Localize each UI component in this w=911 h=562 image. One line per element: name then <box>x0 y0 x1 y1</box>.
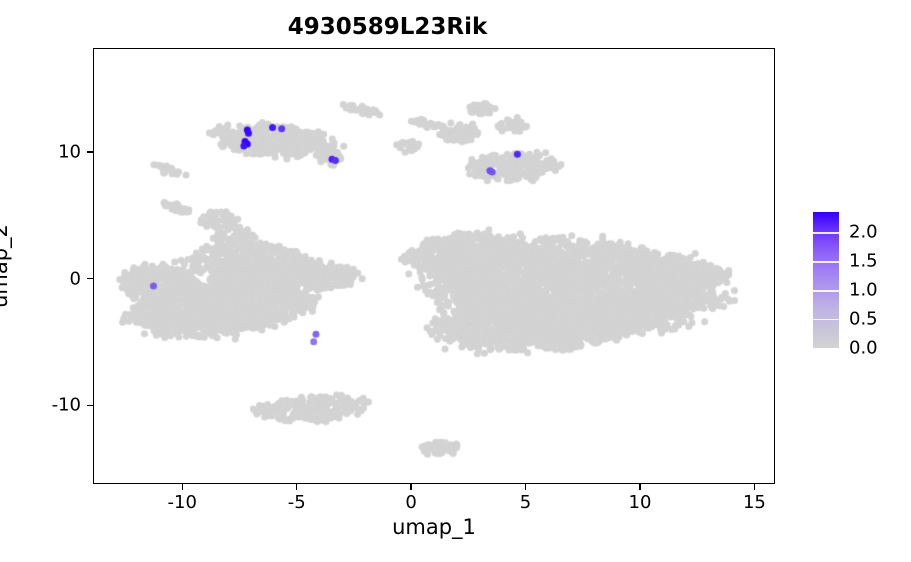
colorbar-tick-label: 0.0 <box>849 337 878 359</box>
x-tick-label: -10 <box>167 492 197 513</box>
x-tick-label: 10 <box>628 492 652 513</box>
y-tick-label: 10 <box>58 141 81 163</box>
colorbar[interactable]: 0.0 0.5 1.0 1.5 2.0 <box>813 212 911 359</box>
x-tick-mark <box>524 484 527 490</box>
colorbar-tick-label: 0.5 <box>849 308 878 330</box>
scatter-canvas <box>94 49 774 483</box>
colorbar-tick-label: 2.0 <box>849 221 878 243</box>
y-tick-mark <box>87 151 93 153</box>
colorbar-tick-label: 1.0 <box>849 279 878 301</box>
scatter-plot-area[interactable] <box>93 48 775 484</box>
colorbar-tick-mark <box>813 261 839 263</box>
x-axis-label: umap_1 <box>392 515 476 539</box>
x-tick-label: -5 <box>287 492 306 513</box>
colorbar-tick-mark <box>813 290 839 292</box>
x-tick-mark <box>410 484 412 490</box>
y-tick-label: -10 <box>51 394 81 416</box>
colorbar-tick-mark <box>813 232 839 234</box>
y-tick-mark <box>87 278 93 280</box>
y-axis-label: umap_2 <box>0 224 12 308</box>
y-tick-label: 0 <box>69 268 81 290</box>
x-tick-mark <box>639 484 641 490</box>
y-tick-mark <box>87 404 93 407</box>
colorbar-tick-mark <box>813 319 839 321</box>
x-tick-label: 0 <box>405 492 417 513</box>
colorbar-gradient <box>813 212 839 348</box>
page-title: 4930589L23Rik <box>287 14 488 40</box>
colorbar-tick-label: 1.5 <box>849 250 878 272</box>
x-tick-mark <box>753 484 756 490</box>
x-tick-label: 15 <box>742 492 766 513</box>
x-tick-label: 5 <box>519 492 532 513</box>
x-tick-mark <box>296 484 298 490</box>
x-tick-mark <box>181 484 183 490</box>
